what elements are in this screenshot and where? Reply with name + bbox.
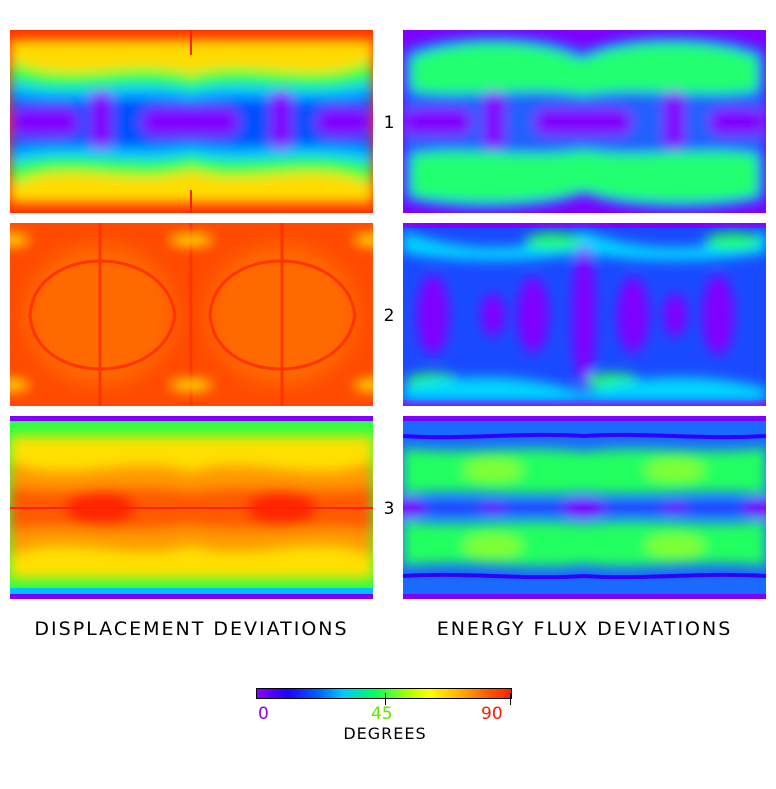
column-title-displacement: DISPLACEMENT DEVIATIONS — [34, 618, 349, 640]
panel-energy-flux-2 — [403, 223, 766, 406]
colorbar-label-45: 45 — [371, 704, 393, 724]
colorbar-tick-45 — [385, 693, 386, 705]
panel-energy-flux-3 — [403, 416, 766, 599]
colorbar — [256, 688, 512, 699]
row-label-1: 1 — [383, 113, 395, 133]
panel-displacement-1 — [10, 30, 373, 213]
colorbar-unit: DEGREES — [343, 724, 427, 743]
colorbar-label-90: 90 — [481, 704, 503, 724]
panel-energy-flux-1 — [403, 30, 766, 213]
colorbar-tick-90 — [510, 693, 511, 705]
panel-displacement-3 — [10, 416, 373, 599]
colorbar-label-0: 0 — [258, 704, 269, 724]
panel-displacement-2 — [10, 223, 373, 406]
row-label-2: 2 — [383, 306, 395, 326]
row-label-3: 3 — [383, 499, 395, 519]
column-title-energy-flux: ENERGY FLUX DEVIATIONS — [436, 618, 733, 640]
